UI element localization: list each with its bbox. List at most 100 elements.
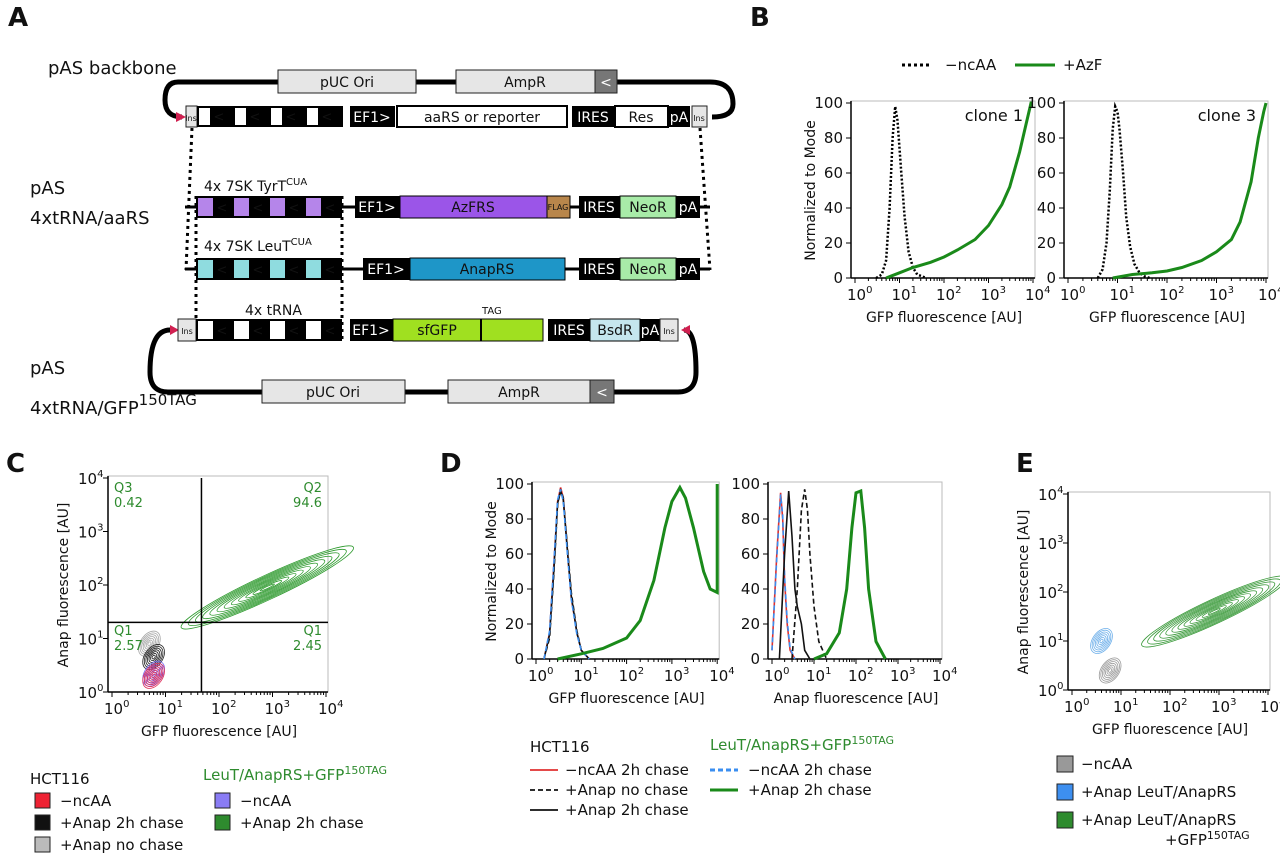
panel-a-plasmid-maps: pAS backbone pUC Ori AmpR < Ins < < < < EF1… [30,58,736,419]
contour-ring [1171,590,1258,633]
tag-label: TAG [481,306,502,317]
pa-label: pA [670,110,689,126]
series-line [1112,102,1268,280]
neor-label: NeoR [629,200,667,216]
y-tick-label: 80 [1037,129,1056,147]
y-tick-label: 104 [1038,485,1063,504]
contour-ring [147,668,161,684]
contour-ring [238,573,297,602]
contour-ring [1147,578,1280,645]
legend-swatch [1056,783,1074,801]
promoter-arrow: < [289,324,300,339]
contour-ring [1098,657,1122,684]
y-axis-label: Anap fluorescence [AU] [56,503,72,668]
ori-label: pUC Ori [320,75,374,91]
panel-label-e: E [1016,449,1034,479]
legend-item: −ncAA [240,792,292,810]
backbone-trna-cassette: < < < < [197,106,343,127]
x-axis-label: GFP fluorescence [AU] [1089,310,1245,326]
ef1-label: EF1> [352,323,390,339]
panel-label-c: C [6,449,25,479]
y-tick-label: 100 [78,683,103,702]
legend-swatch [214,814,231,831]
chart-d: 100 101 102 103 104 0 20 40 60 80 100 Anap fluoresc… [731,475,957,707]
promoter-arrow: < [253,263,264,278]
y-tick-label: 80 [824,129,843,147]
x-tick-label: 101 [158,699,183,718]
x-tick-label: 100 [847,285,872,304]
flag-label: FLAG [548,203,569,212]
cassette-body [197,106,343,127]
x-tick-label: 102 [848,666,873,685]
promoter-arrow: < [217,201,228,216]
y-tick-label: 80 [741,510,760,528]
promoter-arrow: < [253,201,264,216]
y-tick-label: 104 [78,469,103,488]
trna-unit [270,321,285,339]
legend-ncaa: −ncAA [945,56,997,74]
x-tick-label: 100 [528,666,553,685]
contour-ring [259,583,275,592]
legend-swatch [214,792,231,809]
x-tick-label: 100 [1060,285,1085,304]
series-line [543,487,590,660]
x-tick-label: 104 [932,666,957,685]
y-axis-label: Normalized to Mode [803,120,819,261]
bsdr-label: BsdR [597,323,633,339]
contour-ring [151,654,156,660]
trna-unit [271,108,282,125]
y-tick-label: 20 [741,615,760,633]
x-tick-label: 101 [573,666,598,685]
pa-label: pA [679,200,698,216]
x-tick-label: 102 [1159,285,1184,304]
trna-unit [198,321,213,339]
arrow-head-icon [176,112,186,122]
y-tick-label: 40 [1037,199,1056,217]
legend-item-line2: +GFP150TAG [1165,829,1250,849]
legend-group-title: LeuT/AnapRS+GFP150TAG [203,764,387,784]
x-tick-label: 104 [1260,697,1280,716]
x-tick-label: 103 [265,699,290,718]
contour-ring [148,670,159,682]
ins-label: Ins [663,327,675,336]
contour-ring [1183,596,1245,627]
legend-item: −ncAA 2h chase [565,761,689,779]
series-line [875,106,927,280]
legend-swatch [34,792,51,809]
x-axis-label: GFP fluorescence [AU] [1092,722,1248,738]
x-tick-label: 102 [1162,697,1187,716]
quadrant-name: Q1 [114,624,133,639]
y-tick-label: 20 [824,234,843,252]
y-axis-label: Anap fluorescence [AU] [1016,510,1032,675]
y-tick-label: 40 [741,580,760,598]
ires-label: IRES [553,323,585,339]
promoter-arrow: < [325,201,336,216]
trna-unit [306,321,321,339]
contour-ring [1195,602,1233,621]
chart-b: 100 101 102 103 104 0 20 40 60 80 100 GFP fluoresce… [803,94,1050,326]
contour-ring [148,651,159,663]
pa-label: pA [679,262,698,278]
promoter-arrow: < [214,110,225,125]
series-line [1096,101,1151,280]
contour-ring [138,630,161,657]
trna-unit [199,108,210,125]
ins-label: Ins [181,327,193,336]
cassette-label: aaRS or reporter [424,110,540,126]
contour-ring [187,548,347,626]
contour-ring [202,555,333,620]
series-line [885,101,1033,280]
quadrant-name: Q3 [114,481,133,496]
y-tick-label: 101 [1038,632,1063,651]
contour-ring [151,673,156,679]
trna-cassette: < < < < [196,319,342,341]
contour-ring [1207,608,1221,615]
y-tick-label: 0 [750,650,760,668]
trna-label: 4x tRNA [245,303,302,319]
promoter-arrow: < [217,263,228,278]
contour-ring [147,649,161,665]
panel-label-a: A [8,3,28,33]
y-tick-label: 103 [78,523,103,542]
contour-ring [1091,629,1112,653]
